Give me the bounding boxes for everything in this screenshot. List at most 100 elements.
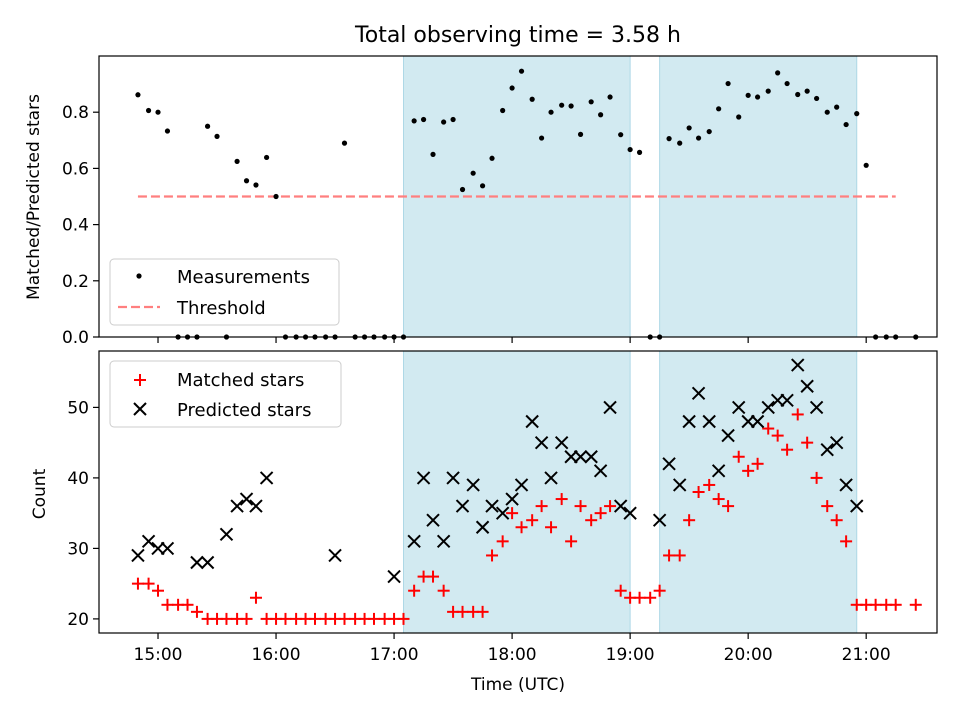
measurement-point <box>795 91 801 98</box>
predicted-star-point <box>525 414 539 429</box>
predicted-star-point <box>732 400 746 415</box>
matched-star-point <box>131 577 144 590</box>
matched-star-point <box>161 598 174 611</box>
measurement-point <box>775 70 781 76</box>
matched-star-point <box>722 500 735 513</box>
matched-star-point <box>594 507 607 520</box>
bottom-panel: 20 30 40 50 15:00 16:00 17:00 18:00 19:00 20:00 2… <box>30 350 938 695</box>
measurement-point <box>341 140 348 146</box>
matched-star-point <box>821 500 834 513</box>
matched-star-point <box>240 612 253 625</box>
matched-star-point <box>220 612 233 625</box>
predicted-star-point <box>809 400 824 415</box>
matched-star-point <box>190 605 203 618</box>
predicted-star-point <box>426 513 440 527</box>
bottom-y-tick-label: 30 <box>67 539 89 559</box>
matched-star-point <box>604 500 617 513</box>
measurement-point <box>548 109 554 115</box>
top-y-tick-label: 0.8 <box>62 103 89 123</box>
top-y-tick-label: 0.4 <box>62 216 89 236</box>
predicted-star-point <box>455 499 470 513</box>
predicted-star-point <box>791 358 805 372</box>
x-tick-label: 18:00 <box>488 645 537 665</box>
matched-star-point <box>279 612 292 625</box>
matched-star-point <box>663 549 676 562</box>
matched-star-point <box>712 493 725 506</box>
predicted-star-point <box>436 534 451 549</box>
matched-star-point <box>308 612 321 625</box>
matched-star-point <box>496 535 509 548</box>
x-tick-label: 19:00 <box>606 645 655 665</box>
measurement-point <box>588 99 594 105</box>
measurement-point <box>500 107 506 114</box>
measurement-point <box>559 102 565 108</box>
predicted-star-point <box>593 464 608 478</box>
measurement-point <box>411 118 417 124</box>
bottom-shaded-interval-1 <box>659 350 858 634</box>
predicted-star-point <box>820 442 834 457</box>
top-x-ticks <box>157 337 867 343</box>
predicted-star-point <box>475 520 490 534</box>
measurement-point <box>824 109 830 115</box>
measurement-point <box>450 116 456 123</box>
measurement-point <box>164 128 171 134</box>
x-tick-label: 17:00 <box>370 645 419 665</box>
predicted-star-point <box>721 428 735 443</box>
predicted-star-point <box>259 471 274 485</box>
predicted-star-point <box>505 492 519 506</box>
predicted-star-point <box>829 435 844 450</box>
predicted-star-point <box>160 541 175 556</box>
matched-star-point <box>830 514 843 527</box>
matched-star-point <box>673 549 686 562</box>
bottom-shaded-interval-0 <box>403 350 631 634</box>
matched-star-point <box>889 598 902 611</box>
x-tick-label: 15:00 <box>134 645 183 665</box>
measurement-point <box>686 125 692 131</box>
predicted-star-point <box>190 555 204 570</box>
measurement-point <box>420 116 427 123</box>
predicted-star-point <box>554 435 569 450</box>
measurement-point <box>470 170 476 176</box>
measurement-point <box>677 140 683 146</box>
measurement-point <box>814 95 820 102</box>
measurement-point <box>666 136 672 142</box>
matched-star-point <box>535 500 548 513</box>
predicted-star-point <box>328 548 342 563</box>
bottom-y-axis-label: Count <box>30 468 50 519</box>
measurement-point <box>706 128 712 135</box>
matched-star-point <box>585 514 598 527</box>
measurement-point <box>804 88 810 94</box>
measurement-point <box>459 186 466 193</box>
top-panel: 0.00.20.40.60.8 Matched/Predicted stars … <box>24 55 938 348</box>
top-axes-frame <box>98 55 938 338</box>
matched-star-point <box>614 584 627 597</box>
matched-star-point <box>909 598 922 611</box>
predicted-star-point <box>761 400 775 415</box>
matched-star-point <box>565 535 578 548</box>
measurement-point <box>529 96 535 102</box>
matched-star-point <box>408 584 421 597</box>
legend-measurement-marker <box>136 273 142 279</box>
matched-star-point <box>742 464 755 477</box>
measurement-point <box>577 131 584 137</box>
top-legend: Measurements Threshold <box>109 258 340 326</box>
matched-star-point <box>840 535 853 548</box>
predicted-star-point <box>741 414 755 429</box>
legend-threshold: Threshold <box>176 298 266 319</box>
matched-star-point <box>456 605 469 618</box>
measurement-point <box>598 112 604 118</box>
measurement-point <box>243 178 250 184</box>
matched-star-point <box>486 549 499 562</box>
measurement-point <box>716 106 722 112</box>
predicted-star-point <box>151 541 165 556</box>
measurement-point <box>627 146 633 153</box>
measurement-point <box>784 80 790 87</box>
measurement-point <box>518 68 525 74</box>
predicted-star-point <box>652 513 667 527</box>
predicted-star-point <box>711 464 726 478</box>
matched-star-point <box>801 436 814 449</box>
matched-star-point <box>437 584 450 597</box>
predicted-star-point <box>691 386 706 401</box>
measurement-point <box>539 135 545 141</box>
